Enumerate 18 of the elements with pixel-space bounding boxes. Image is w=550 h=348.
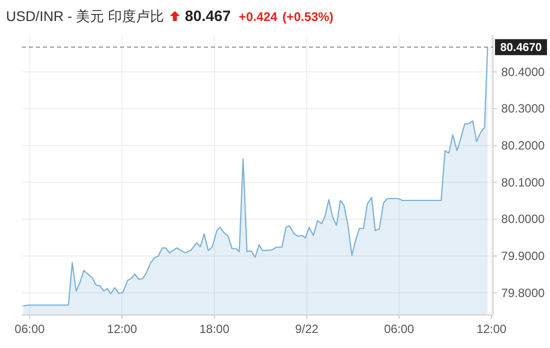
x-tick-label: 18:00 [199, 322, 230, 336]
ref-line-label: 80.4670 [500, 42, 542, 54]
text: (+0.53%) [282, 10, 334, 24]
x-tick-label: 12:00 [476, 322, 507, 336]
y-tick-label: 80.2000 [501, 138, 546, 153]
y-tick-label: 79.8000 [501, 286, 546, 300]
text: 80.467 [184, 8, 231, 25]
x-tick-label: 06:00 [14, 322, 46, 336]
text: +0.424 [238, 10, 278, 24]
y-tick-label: 80.4000 [501, 64, 546, 79]
y-tick-label: 80.0000 [501, 212, 546, 226]
y-tick-label: 80.3000 [501, 102, 546, 116]
x-tick-label: 9/22 [295, 322, 319, 336]
y-tick-label: 79.9000 [501, 249, 546, 264]
y-tick-label: 80.1000 [501, 175, 546, 190]
x-tick-label: 12:00 [107, 322, 138, 336]
chart-title: USD/INR - 美元 印度卢比 [6, 8, 164, 24]
x-tick-label: 06:00 [384, 322, 414, 336]
